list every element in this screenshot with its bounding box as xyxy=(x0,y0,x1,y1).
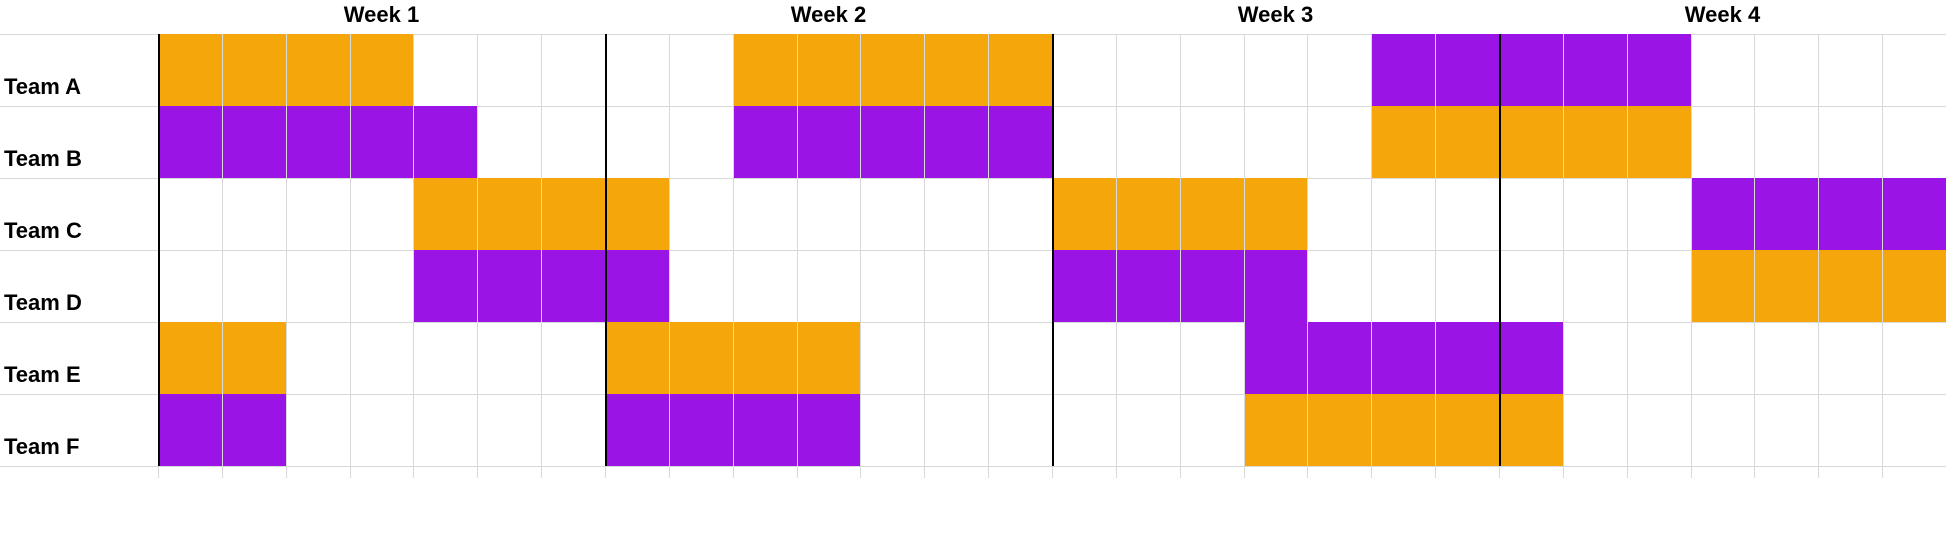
row-label: Team E xyxy=(0,322,158,394)
header-label-spacer xyxy=(0,0,158,34)
day-gridline xyxy=(286,34,287,466)
bottom-tick xyxy=(1691,466,1692,478)
day-gridline xyxy=(1627,34,1628,466)
header-row: Week 1Week 2Week 3Week 4 xyxy=(0,0,1946,34)
gantt-bar xyxy=(733,106,1052,178)
week-gridline xyxy=(1499,34,1501,466)
bottom-tick xyxy=(158,466,159,478)
bottom-tick xyxy=(222,466,223,478)
bottom-tick xyxy=(605,466,606,478)
row-label: Team B xyxy=(0,106,158,178)
gantt-row: Team B xyxy=(0,106,1946,178)
bottom-tick xyxy=(988,466,989,478)
gantt-bar xyxy=(1244,394,1563,466)
day-gridline xyxy=(541,34,542,466)
gantt-bar xyxy=(1371,34,1690,106)
bottom-tick xyxy=(1435,466,1436,478)
day-gridline xyxy=(1180,34,1181,466)
day-gridline xyxy=(1818,34,1819,466)
day-gridline xyxy=(669,34,670,466)
week-header: Week 2 xyxy=(605,0,1052,34)
day-gridline xyxy=(350,34,351,466)
bottom-tick xyxy=(1499,466,1500,478)
row-label: Team A xyxy=(0,34,158,106)
row-label: Team C xyxy=(0,178,158,250)
day-gridline xyxy=(1371,34,1372,466)
row-divider xyxy=(0,466,1946,467)
bottom-tick xyxy=(669,466,670,478)
day-gridline xyxy=(1307,34,1308,466)
gantt-bar xyxy=(733,34,1052,106)
week-header: Week 4 xyxy=(1499,0,1946,34)
gantt-bar xyxy=(1371,106,1690,178)
bottom-tick xyxy=(477,466,478,478)
bottom-tick xyxy=(1307,466,1308,478)
bottom-tick xyxy=(1052,466,1053,478)
gantt-row: Team A xyxy=(0,34,1946,106)
day-gridline xyxy=(1435,34,1436,466)
day-gridline xyxy=(1754,34,1755,466)
gantt-row: Team E xyxy=(0,322,1946,394)
day-gridline xyxy=(924,34,925,466)
week-header: Week 1 xyxy=(158,0,605,34)
bottom-tick xyxy=(1818,466,1819,478)
bottom-tick xyxy=(350,466,351,478)
bottom-tick xyxy=(541,466,542,478)
day-gridline xyxy=(1244,34,1245,466)
bottom-tick xyxy=(1882,466,1883,478)
day-gridline xyxy=(860,34,861,466)
day-gridline xyxy=(988,34,989,466)
gantt-bar xyxy=(158,106,477,178)
bottom-tick xyxy=(1244,466,1245,478)
day-gridline xyxy=(222,34,223,466)
bottom-tick xyxy=(286,466,287,478)
bottom-tick xyxy=(1563,466,1564,478)
bottom-tick xyxy=(797,466,798,478)
day-gridline xyxy=(1116,34,1117,466)
day-gridline xyxy=(413,34,414,466)
gantt-row: Team C xyxy=(0,178,1946,250)
bottom-tick xyxy=(1754,466,1755,478)
day-gridline xyxy=(1691,34,1692,466)
row-label: Team D xyxy=(0,250,158,322)
gantt-row: Team D xyxy=(0,250,1946,322)
bottom-tick xyxy=(1371,466,1372,478)
bottom-tick xyxy=(860,466,861,478)
week-gridline xyxy=(605,34,607,466)
bottom-tick xyxy=(1116,466,1117,478)
gantt-bar xyxy=(1244,322,1563,394)
week-gridline xyxy=(158,34,160,466)
grid-area: Team ATeam BTeam CTeam DTeam ETeam F xyxy=(0,34,1946,478)
row-label: Team F xyxy=(0,394,158,466)
day-gridline xyxy=(797,34,798,466)
day-gridline xyxy=(1882,34,1883,466)
week-gridline xyxy=(1052,34,1054,466)
gantt-row: Team F xyxy=(0,394,1946,466)
bottom-tick xyxy=(1627,466,1628,478)
day-gridline xyxy=(733,34,734,466)
bottom-tick xyxy=(1180,466,1181,478)
bottom-tick xyxy=(924,466,925,478)
day-gridline xyxy=(477,34,478,466)
day-gridline xyxy=(1563,34,1564,466)
bottom-tick xyxy=(413,466,414,478)
bottom-tick xyxy=(733,466,734,478)
gantt-chart: Week 1Week 2Week 3Week 4 Team ATeam BTea… xyxy=(0,0,1946,538)
week-header: Week 3 xyxy=(1052,0,1499,34)
